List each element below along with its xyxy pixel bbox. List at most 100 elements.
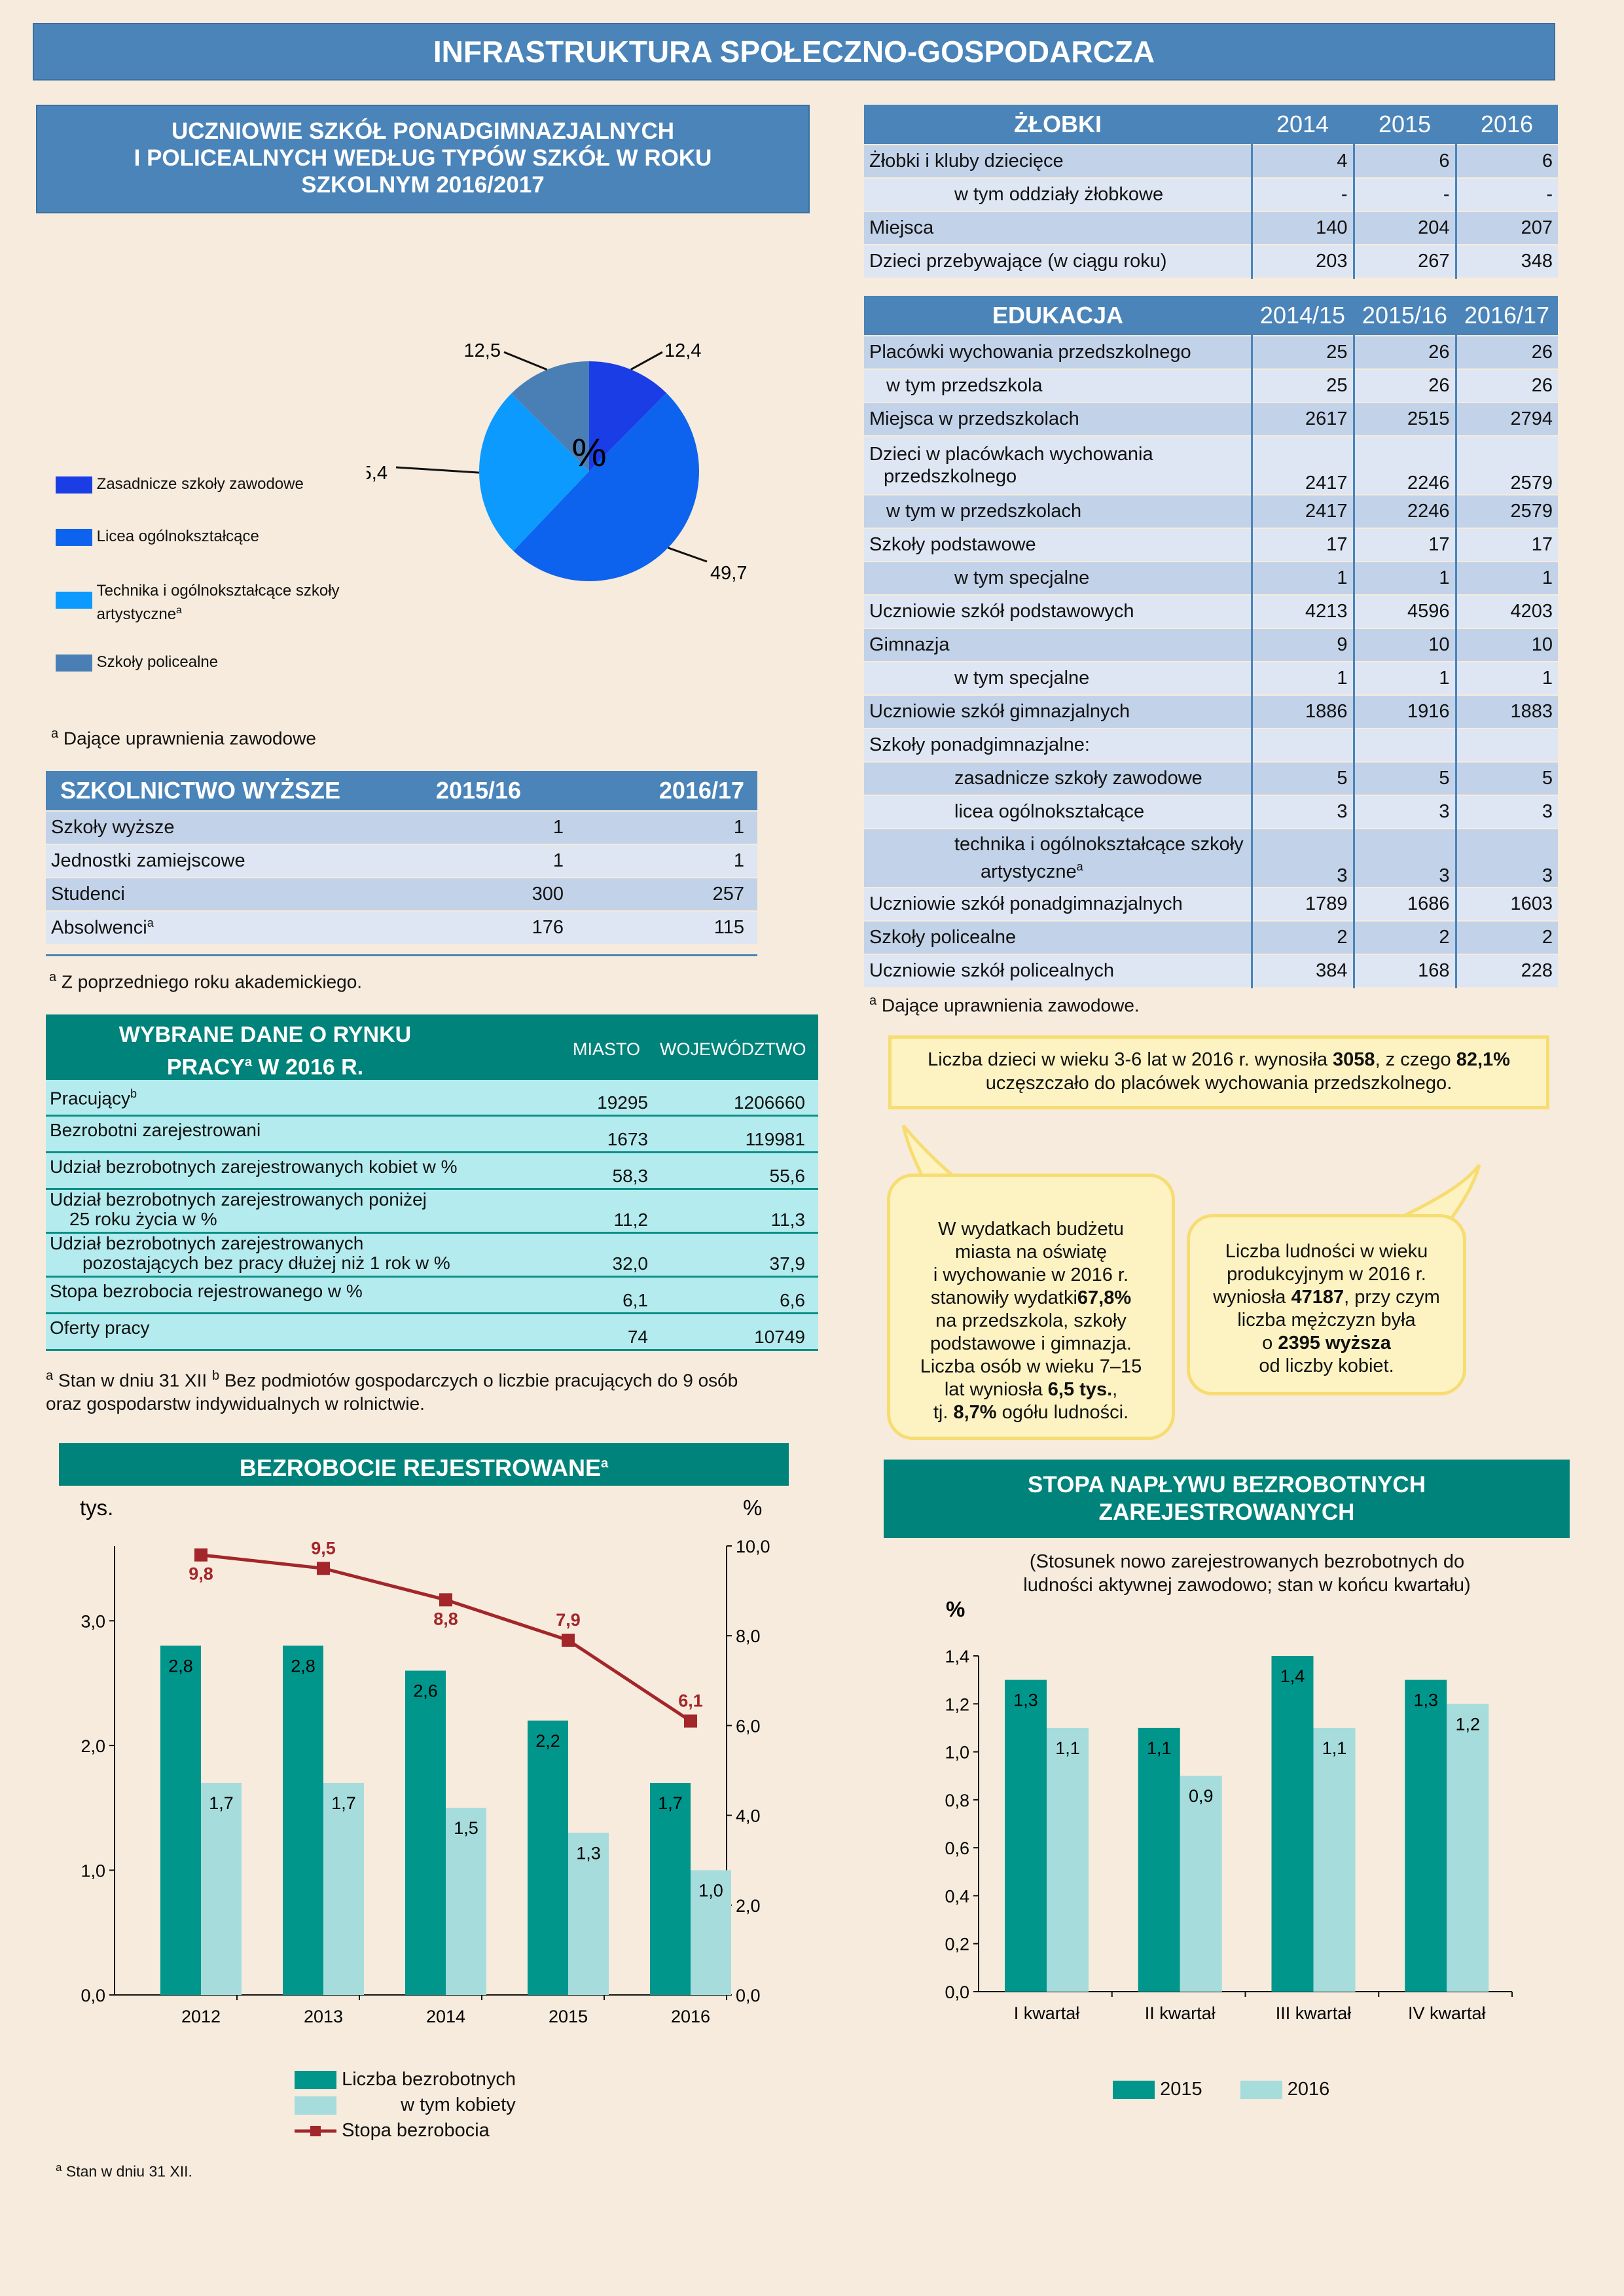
bar-2015	[1271, 1656, 1314, 1992]
legend-label: w tym kobiety	[401, 2094, 516, 2115]
y-tick-label: 1,2	[945, 1695, 969, 1714]
bubble-line: tj. 8,7% ogółu ludności.	[933, 1402, 1129, 1423]
row-value: 25	[1250, 369, 1354, 403]
rate-label: 6,1	[678, 1691, 703, 1711]
col-header-city: MIASTO	[573, 1039, 641, 1059]
unemployment-title: BEZROBOCIE REJESTROWANEa	[59, 1443, 789, 1486]
bar-women	[323, 1783, 364, 1995]
row-label: Szkoły podstawowe	[864, 528, 1252, 562]
bar-label: 1,2	[1455, 1714, 1480, 1734]
bubble-line: Liczba ludności w wieku	[1225, 1241, 1428, 1262]
bar-women	[691, 1870, 731, 1995]
y-tick-label: 0,4	[945, 1886, 969, 1906]
inflow-legend: 2015 2016	[1113, 2079, 1329, 2100]
legend-swatch	[56, 476, 92, 493]
row-value: 37,9	[769, 1253, 806, 1274]
row-value: 204	[1352, 211, 1456, 245]
row-value: 267	[1352, 245, 1456, 279]
row-value: 2617	[1250, 403, 1354, 437]
bubble-line: lat wyniosła 6,5 tys.,	[944, 1379, 1118, 1400]
bar-unemployed	[528, 1720, 568, 1995]
x-tick-label: III kwartał	[1276, 2003, 1352, 2023]
row-label: w tym oddziały żłobkowe	[864, 178, 1252, 212]
row-value: 140	[1250, 211, 1354, 245]
bar-2016	[1313, 1727, 1356, 1992]
bar-label: 2,8	[291, 1656, 316, 1676]
row-label: w tym specjalne	[864, 562, 1252, 596]
row-label: Szkoły ponadgimnazjalne:	[864, 728, 1252, 762]
row-value: 2579	[1454, 495, 1558, 529]
table-row: Szkoły policealne 2 2 2	[864, 921, 1558, 955]
row-value: 6	[1352, 145, 1456, 179]
inflow-chart: % 0,0 0,2 0,4 0,6 0,8 1,0 1,2 1,4 1,3 1,1 I kwartał…	[945, 1597, 1513, 2023]
row-value: 10	[1454, 628, 1558, 662]
table-row: Miejsca w przedszkolach 2617 2515 2794	[864, 403, 1558, 437]
row-value: 3	[1454, 795, 1558, 829]
bubble-line: od liczby kobiet.	[1259, 1355, 1394, 1376]
row-value: 55,6	[769, 1166, 806, 1186]
row-value: 207	[1454, 211, 1558, 245]
row-value: 2	[1250, 921, 1354, 955]
table-row: Stopa bezrobocia rejestrowanego w % 6,1 6,…	[46, 1278, 818, 1314]
row-label: licea ogólnokształcące	[864, 795, 1252, 829]
preschool-info-box: Liczba dzieci w wieku 3-6 lat w 2016 r. …	[888, 1035, 1549, 1109]
row-value: 5	[1454, 762, 1558, 796]
row-value: -	[1454, 178, 1558, 212]
legend-item: Szkoły policealne	[56, 653, 357, 672]
right-tick-label: 8,0	[736, 1626, 761, 1646]
right-axis-unit: %	[743, 1496, 762, 1520]
bar-2016	[1180, 1776, 1222, 1992]
bubble-right: Liczba ludności w wieku produkcyjnym w 20…	[1187, 1214, 1466, 1395]
bar-label: 1,7	[209, 1793, 234, 1813]
col-header-voivodeship: WOJEWÓDZTWO	[660, 1039, 806, 1059]
legend-label: Szkoły policealne	[96, 653, 219, 671]
row-value: 1	[1352, 662, 1456, 696]
bubble-line: wyniosła 47187, przy czym	[1213, 1287, 1440, 1308]
legend-item: Licea ogólnokształcące	[56, 527, 357, 547]
pie-slice	[511, 361, 589, 471]
table-header: 2015	[1354, 105, 1456, 145]
row-label: Dzieci przebywające (w ciągu roku)	[864, 245, 1252, 279]
row-value: 119981	[745, 1129, 805, 1149]
x-tick-label: 2015	[549, 2007, 588, 2026]
y-tick-label: 1,4	[945, 1647, 969, 1666]
row-label: Gimnazja	[864, 628, 1252, 662]
row-label: Udział bezrobotnych zarejestrowanych pon…	[50, 1189, 427, 1229]
pie-leader-line	[630, 351, 663, 370]
bar-unemployed	[283, 1645, 323, 1995]
table-header: 2015/16	[388, 771, 569, 812]
rate-label: 9,5	[311, 1538, 336, 1558]
pie-center-label: %	[571, 431, 606, 475]
legend-line-marker	[295, 2126, 336, 2137]
table-header: EDUKACJA	[864, 296, 1252, 336]
schools-note: a Dające uprawnienia zawodowe	[51, 726, 316, 749]
row-label: Uczniowie szkół policealnych	[864, 954, 1252, 988]
table-header: 2016/17	[1456, 296, 1558, 336]
table-row: w tym przedszkola 25 26 26	[864, 369, 1558, 403]
right-tick-label: 10,0	[736, 1537, 770, 1556]
row-value: 2246	[1352, 436, 1456, 495]
nursery-table: ŻŁOBKI 2014 2015 2016 Żłobki i kluby dzi…	[864, 105, 1558, 279]
legend-swatch	[295, 2096, 336, 2115]
legend-label: Licea ogólnokształcące	[96, 528, 259, 545]
table-row: Udział bezrobotnych zarejestrowanych pozo…	[46, 1234, 818, 1278]
bubble-left: W wydatkach budżetu miasta na oświatę i wy…	[887, 1174, 1175, 1440]
row-value: 11,2	[613, 1210, 648, 1230]
table-row: w tym w przedszkolach 2417 2246 2579	[864, 495, 1558, 529]
legend-swatch	[295, 2071, 336, 2090]
rate-point	[684, 1714, 697, 1728]
left-tick-label: 0,0	[81, 1986, 105, 2005]
table-row: Placówki wychowania przedszkolnego 25 26 26	[864, 336, 1558, 370]
row-label: Szkoły policealne	[864, 921, 1252, 955]
row-value: 2794	[1454, 403, 1558, 437]
x-tick-label: 2016	[671, 2007, 710, 2026]
table-row: Uczniowie szkół policealnych 384 168 228	[864, 954, 1558, 988]
pie-slice-label: 49,7	[710, 563, 747, 584]
table-row: w tym specjalne 1 1 1	[864, 562, 1558, 596]
row-label: technika i ogólnokształcące szkoły artyst…	[864, 829, 1252, 888]
table-row: w tym oddziały żłobkowe - - -	[864, 178, 1558, 212]
table-row: Udział bezrobotnych zarejestrowanych pon…	[46, 1190, 818, 1234]
bar-2015	[1005, 1679, 1047, 1992]
bar-unemployed	[160, 1645, 201, 1995]
table-row: Żłobki i kluby dziecięce 4 6 6	[864, 145, 1558, 179]
